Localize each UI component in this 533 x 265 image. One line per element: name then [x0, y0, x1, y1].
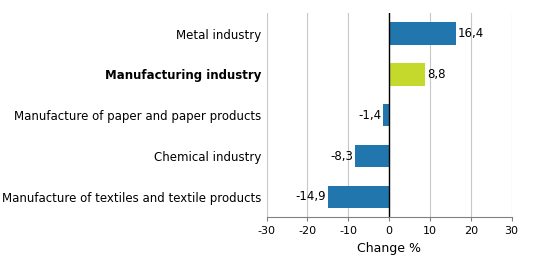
Bar	[328, 186, 389, 208]
Text: -14,9: -14,9	[295, 190, 326, 204]
Text: -8,3: -8,3	[330, 149, 353, 163]
Text: -1,4: -1,4	[358, 109, 381, 122]
Bar	[389, 63, 425, 86]
Bar	[355, 145, 389, 167]
Bar	[389, 23, 456, 45]
Bar	[383, 104, 389, 126]
Text: 16,4: 16,4	[458, 27, 484, 40]
Text: 8,8: 8,8	[427, 68, 446, 81]
X-axis label: Change %: Change %	[357, 242, 421, 255]
